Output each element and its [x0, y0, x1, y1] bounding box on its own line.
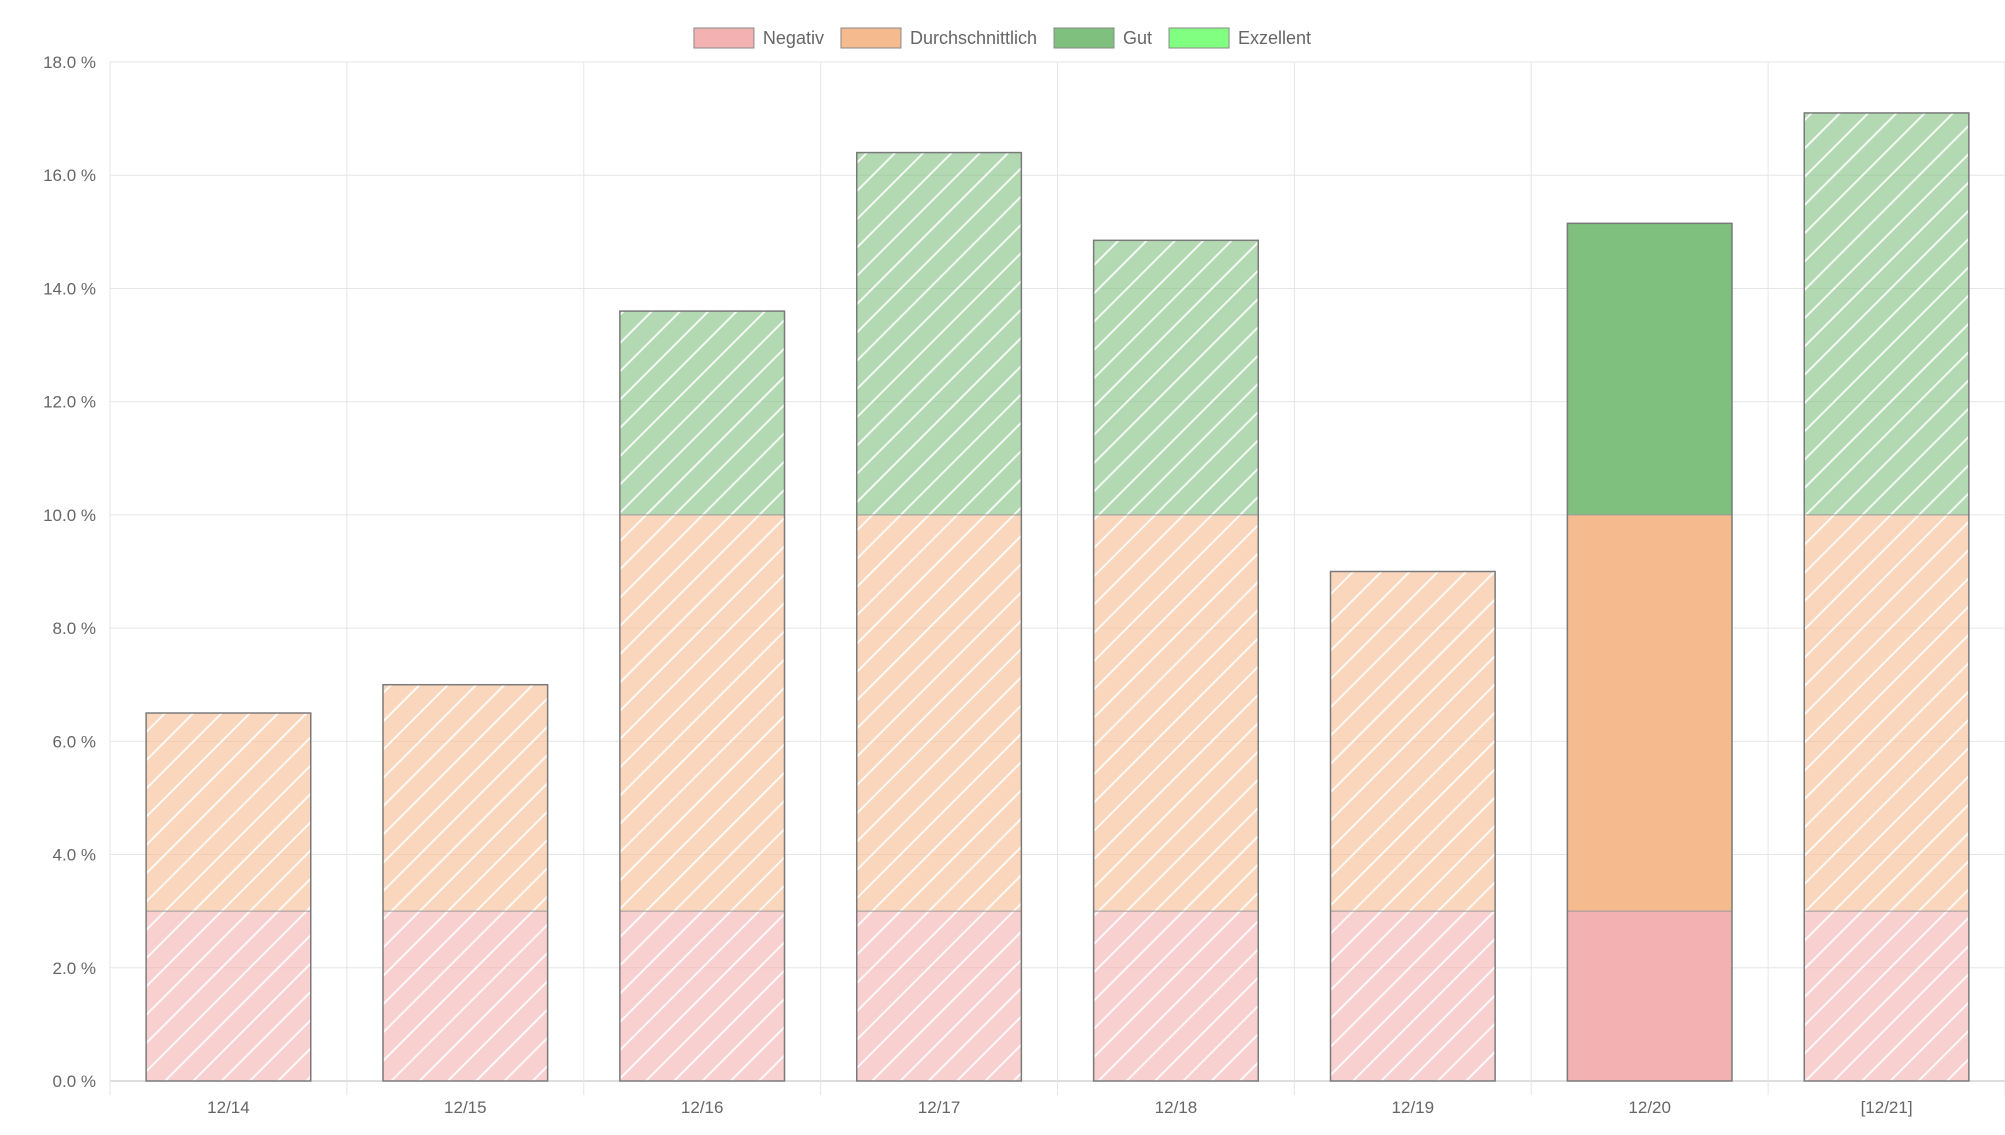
legend-label[interactable]: Exzellent	[1238, 28, 1311, 48]
y-tick-label: 14.0 %	[43, 279, 96, 298]
y-tick-label: 12.0 %	[43, 393, 96, 412]
x-tick-label: 12/18	[1155, 1098, 1198, 1117]
legend-swatch[interactable]	[1168, 27, 1230, 49]
legend-label[interactable]: Durchschnittlich	[910, 28, 1037, 48]
bar-segment-hatch	[856, 911, 1022, 1081]
bar-segment[interactable]	[1567, 223, 1733, 515]
bar-segment-hatch	[856, 514, 1022, 912]
bar-segment-hatch	[1330, 571, 1496, 912]
bar-outline	[145, 712, 312, 1082]
x-tick-label: 12/15	[444, 1098, 487, 1117]
y-tick-label: 2.0 %	[53, 959, 96, 978]
y-tick-label: 0.0 %	[53, 1072, 96, 1091]
legend-swatch[interactable]	[693, 27, 755, 49]
x-tick-label: 12/20	[1628, 1098, 1671, 1117]
legend-label[interactable]: Negativ	[763, 28, 824, 48]
y-tick-label: 4.0 %	[53, 846, 96, 865]
bar-segment-hatch	[146, 911, 311, 1081]
x-tick-label: [12/21]	[1861, 1098, 1913, 1117]
bar-segment-hatch	[1093, 514, 1259, 912]
bar-outline	[855, 151, 1023, 1082]
bar-outline	[619, 310, 786, 1082]
legend-swatch[interactable]	[840, 27, 902, 49]
bar-segment-hatch	[1093, 911, 1259, 1081]
y-tick-label: 6.0 %	[53, 732, 96, 751]
axes: 0.0 % 2.0 % 4.0 % 6.0 % 8.0 % 10.0 % 12.0 % 14.…	[43, 53, 1913, 1117]
bar-segment-hatch	[1804, 112, 1969, 515]
y-tick-label: 8.0 %	[53, 619, 96, 638]
bars	[145, 112, 1970, 1082]
bar-segment-hatch	[1804, 911, 1969, 1081]
x-tick-label: 12/19	[1392, 1098, 1435, 1117]
legend: Negativ Durchschnittlich Gut Exzellent	[693, 27, 1311, 49]
bar-segment-hatch	[146, 713, 311, 912]
legend-swatch[interactable]	[1053, 27, 1115, 49]
y-tick-label: 16.0 %	[43, 166, 96, 185]
bar-outline	[1092, 239, 1260, 1082]
bar-segment-hatch	[1330, 911, 1496, 1081]
bar-outline	[1329, 570, 1496, 1082]
x-tick-label: 12/14	[207, 1098, 250, 1117]
bar-segment-hatch	[382, 684, 548, 912]
x-tick-label: 12/17	[918, 1098, 961, 1117]
bar-outline	[382, 683, 549, 1082]
legend-label[interactable]: Gut	[1123, 28, 1152, 48]
grid	[109, 61, 2005, 1095]
bar-segment[interactable]	[1567, 514, 1733, 912]
bar-segment-hatch	[619, 514, 785, 912]
bar-segment[interactable]	[1567, 911, 1733, 1081]
bar-segment-hatch	[619, 311, 785, 515]
bar-outline	[1566, 222, 1733, 1082]
bar-segment-hatch	[1804, 514, 1969, 912]
x-tick-label: 12/16	[681, 1098, 724, 1117]
bar-outline	[1803, 112, 1970, 1082]
y-tick-label: 18.0 %	[43, 53, 96, 72]
bar-segment-hatch	[1093, 240, 1259, 515]
y-tick-label: 10.0 %	[43, 506, 96, 525]
bar-segment-hatch	[619, 911, 785, 1081]
bar-segment-hatch	[382, 911, 548, 1081]
bar-segment-hatch	[856, 152, 1022, 515]
